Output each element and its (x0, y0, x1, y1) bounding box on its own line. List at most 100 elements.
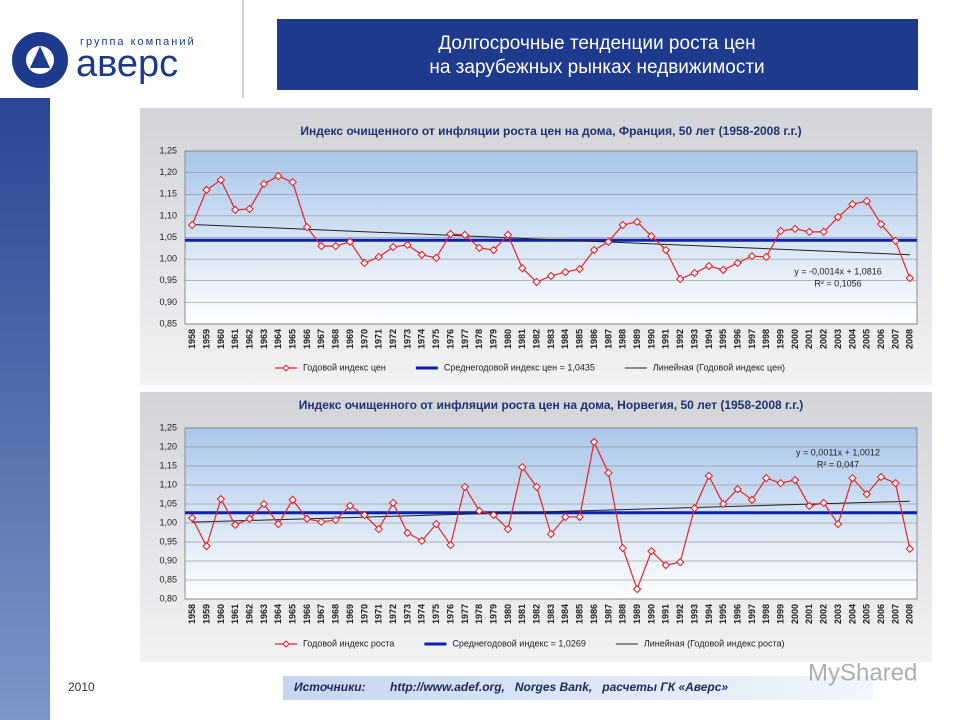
x-tick-label: 1994 (704, 604, 714, 624)
data-point (833, 519, 843, 529)
x-tick-label: 1979 (488, 604, 498, 624)
chart-title: Индекс очищенного от инфляции роста цен … (300, 124, 801, 138)
x-tick-label: 1966 (302, 329, 312, 349)
x-tick-label: 1997 (747, 329, 757, 349)
y-tick-label: 0,85 (159, 574, 177, 584)
x-tick-label: 1995 (718, 604, 728, 624)
data-point (776, 226, 785, 236)
data-point (274, 171, 283, 181)
trend-line (192, 500, 910, 523)
x-tick-label: 1984 (560, 329, 570, 349)
x-tick-label: 1979 (488, 329, 498, 349)
x-tick-label: 1986 (589, 604, 599, 624)
y-tick-label: 1,10 (159, 479, 177, 489)
logo-tagline: группа компаний (80, 36, 196, 48)
data-point (747, 251, 757, 261)
trend-line (192, 223, 910, 256)
x-tick-label: 1971 (374, 604, 384, 624)
logo-name: аверс (76, 43, 178, 85)
x-tick-label: 1977 (460, 604, 470, 624)
data-point (532, 482, 541, 492)
x-tick-label: 1961 (230, 329, 240, 349)
x-tick-label: 1965 (288, 604, 298, 624)
x-tick-label: 2000 (790, 604, 800, 624)
y-tick-label: 1,20 (159, 167, 177, 177)
x-tick-label: 1970 (359, 329, 369, 349)
data-point (747, 495, 757, 505)
data-point (302, 514, 312, 524)
data-point (302, 222, 312, 232)
x-tick-label: 1973 (402, 604, 412, 624)
data-point (790, 224, 800, 234)
data-point (819, 227, 828, 237)
x-tick-label: 1964 (273, 329, 283, 349)
data-point (561, 512, 570, 522)
data-point (360, 258, 369, 268)
x-tick-label: 1966 (302, 604, 312, 624)
x-tick-label: 1972 (388, 329, 398, 349)
x-tick-label: 1969 (345, 604, 355, 624)
data-point (187, 513, 197, 523)
data-point (546, 529, 556, 539)
x-tick-label: 2003 (833, 604, 843, 624)
x-tick-label: 1998 (761, 604, 771, 624)
y-tick-label: 0,95 (159, 275, 177, 285)
x-tick-label: 1992 (675, 329, 685, 349)
data-point (518, 263, 527, 273)
x-tick-label: 1987 (603, 329, 613, 349)
data-point (905, 544, 915, 554)
data-point (503, 524, 513, 534)
x-tick-label: 1974 (417, 604, 427, 624)
x-tick-label: 1969 (345, 329, 355, 349)
x-tick-label: 1977 (460, 329, 470, 349)
x-tick-label: 1972 (388, 604, 398, 624)
data-point (187, 220, 197, 230)
y-tick-label: 1,00 (159, 254, 177, 264)
x-tick-label: 1993 (689, 329, 699, 349)
data-point (718, 499, 728, 509)
data-point (374, 252, 384, 262)
data-point (274, 519, 283, 529)
data-point (647, 231, 656, 241)
data-point (230, 520, 240, 530)
x-tick-label: 1967 (316, 604, 326, 624)
x-tick-label: 1980 (503, 329, 513, 349)
y-tick-label: 1,10 (159, 210, 177, 220)
x-tick-label: 1960 (216, 329, 226, 349)
y-tick-label: 1,25 (159, 145, 177, 155)
x-tick-label: 1963 (259, 604, 269, 624)
x-tick-label: 1995 (718, 329, 728, 349)
data-point (618, 220, 628, 230)
x-tick-label: 1984 (560, 604, 570, 624)
x-tick-label: 1962 (244, 329, 254, 349)
chart-title: Индекс очищенного от инфляции роста цен … (299, 398, 804, 412)
side-strip (0, 0, 50, 720)
data-point (331, 241, 340, 251)
y-tick-label: 1,15 (159, 460, 177, 470)
data-point (245, 204, 254, 214)
data-point (589, 437, 599, 447)
data-point (575, 264, 584, 274)
data-point (288, 495, 297, 505)
data-point (675, 274, 685, 284)
legend-label: Линейная (Годовой индекс роста) (644, 638, 785, 648)
x-tick-label: 1976 (445, 604, 455, 624)
data-point (733, 484, 742, 494)
data-point (474, 243, 484, 253)
x-tick-label: 1967 (316, 329, 326, 349)
data-point (632, 584, 642, 594)
legend-swatch (282, 640, 290, 648)
trend-equation: y = -0,0014x + 1,0816 (794, 266, 882, 276)
data-point (632, 217, 642, 227)
x-tick-label: 2002 (819, 604, 829, 624)
x-tick-label: 1987 (603, 604, 613, 624)
x-tick-label: 2005 (862, 329, 872, 349)
trend-r-squared: R² = 0,047 (817, 459, 859, 469)
x-tick-label: 1990 (646, 329, 656, 349)
x-tick-label: 1990 (646, 604, 656, 624)
x-tick-label: 2008 (905, 329, 915, 349)
data-point (317, 517, 326, 527)
data-point (403, 528, 412, 538)
data-point (661, 560, 671, 570)
